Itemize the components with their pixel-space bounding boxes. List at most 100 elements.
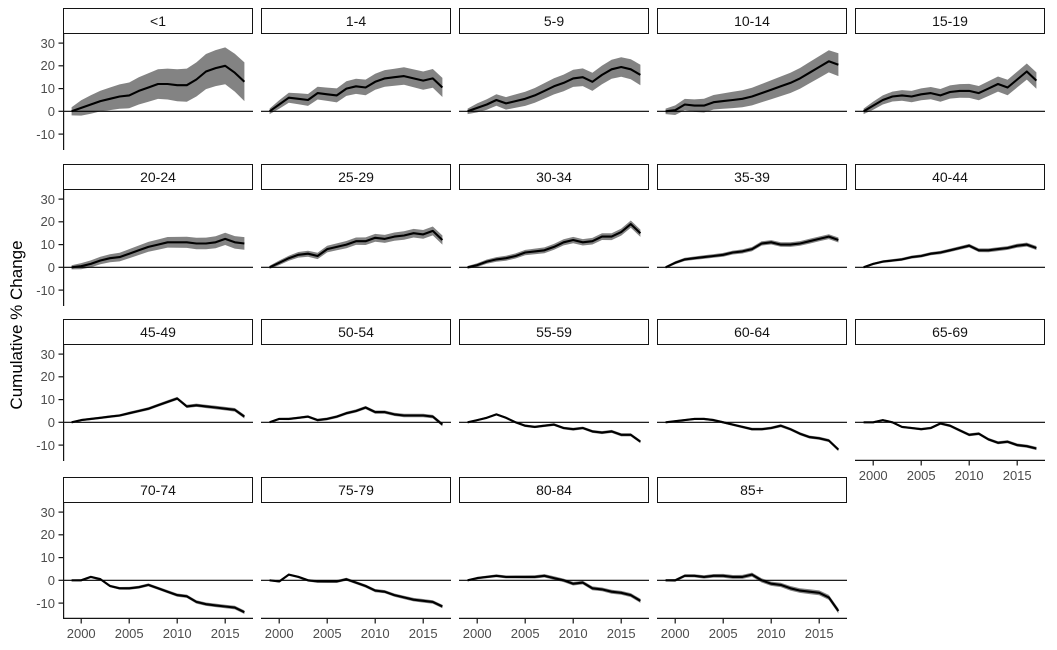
y-tick-label: 30 bbox=[40, 504, 55, 520]
y-tick-label: 10 bbox=[40, 81, 55, 97]
trend-line bbox=[71, 575, 245, 614]
facet-strip: <1 bbox=[63, 8, 253, 34]
y-tick-label: 0 bbox=[47, 572, 55, 588]
facet-cell: 80-84 2000 2005 2010 2015 bbox=[459, 477, 649, 649]
facet-plot bbox=[657, 572, 847, 624]
x-tick-label: 2005 bbox=[708, 626, 738, 641]
facet-plot bbox=[459, 413, 649, 444]
facet-cell: 10-14 bbox=[657, 8, 847, 180]
facet-plot bbox=[459, 220, 649, 269]
facet-plot bbox=[855, 242, 1045, 269]
y-tick-label: -10 bbox=[36, 126, 55, 142]
facet-cell: 75-79 2000 2005 2010 2015 bbox=[261, 477, 451, 649]
y-tick-label: 20 bbox=[40, 369, 55, 385]
confidence-ribbon bbox=[467, 220, 641, 269]
confidence-ribbon bbox=[71, 232, 245, 270]
facet-plot bbox=[459, 57, 649, 115]
y-tick-label: 10 bbox=[40, 550, 55, 566]
facet-plot bbox=[58, 190, 253, 306]
facet-cell: 5-9 bbox=[459, 8, 649, 180]
facet-strip-label: 35-39 bbox=[734, 169, 770, 185]
facet-plot bbox=[261, 573, 451, 624]
facet-cell: 40-44 bbox=[855, 164, 1045, 336]
trend-line bbox=[665, 235, 839, 269]
facet-cell: 60-64 bbox=[657, 319, 847, 491]
trend-line bbox=[863, 419, 1037, 450]
facet-strip-label: 20-24 bbox=[140, 169, 176, 185]
x-tick-label: 2005 bbox=[906, 468, 936, 483]
facet-cell: 15-19 bbox=[855, 8, 1045, 180]
x-tick-label: 2005 bbox=[114, 626, 144, 641]
facet-strip: 30-34 bbox=[459, 164, 649, 190]
facet-strip: 25-29 bbox=[261, 164, 451, 190]
facet-strip-label: <1 bbox=[150, 13, 166, 29]
facet-cell: 70-74 30 20 10 0 -10 2000 2005 2010 2015 bbox=[36, 477, 253, 649]
facet-strip-label: 1-4 bbox=[345, 13, 367, 29]
facet-strip-label: 85+ bbox=[740, 482, 764, 498]
x-tick-label: 2005 bbox=[510, 626, 540, 641]
y-tick-label: 30 bbox=[40, 191, 55, 207]
facet-strip: 85+ bbox=[657, 477, 847, 503]
facet-strip-label: 30-34 bbox=[536, 169, 572, 185]
facet-strip-label: 60-64 bbox=[734, 324, 770, 340]
facet-strip: 10-14 bbox=[657, 8, 847, 34]
trend-line bbox=[71, 64, 246, 113]
trend-line bbox=[269, 573, 443, 608]
facet-strip-label: 65-69 bbox=[932, 324, 968, 340]
facet-strip-label: 55-59 bbox=[536, 324, 572, 340]
y-tick-label: 30 bbox=[40, 35, 55, 51]
facet-plot bbox=[657, 234, 847, 269]
x-tick-label: 2000 bbox=[66, 626, 96, 641]
x-tick-label: 2015 bbox=[804, 626, 834, 641]
facet-cell: 85+ 2000 2005 2010 2015 bbox=[657, 477, 847, 649]
trend-line bbox=[269, 229, 444, 269]
facet-strip-label: 25-29 bbox=[338, 169, 374, 185]
facet-strip: 5-9 bbox=[459, 8, 649, 34]
confidence-ribbon bbox=[863, 63, 1037, 115]
x-tick-label: 2000 bbox=[462, 626, 492, 641]
facet-strip-label: 5-9 bbox=[543, 13, 565, 29]
confidence-ribbon bbox=[71, 575, 245, 614]
x-tick-label: 2000 bbox=[264, 626, 294, 641]
facet-strip: 75-79 bbox=[261, 477, 451, 503]
facet-cell: <1 30 20 10 0 -10 bbox=[36, 8, 253, 180]
facet-plot bbox=[855, 63, 1045, 115]
trend-line bbox=[467, 574, 641, 602]
facet-strip: 15-19 bbox=[855, 8, 1045, 34]
confidence-ribbon bbox=[71, 47, 245, 116]
facet-strip-label: 50-54 bbox=[338, 324, 374, 340]
trend-line bbox=[665, 60, 839, 113]
x-tick-label: 2010 bbox=[756, 626, 786, 641]
x-tick-label: 2010 bbox=[162, 626, 192, 641]
facet-strip: 55-59 bbox=[459, 319, 649, 345]
x-tick-label: 2000 bbox=[858, 468, 888, 483]
x-tick-label: 2015 bbox=[606, 626, 636, 641]
facet-strip: 35-39 bbox=[657, 164, 847, 190]
facet-cell: 65-69 2000 2005 2010 2015 bbox=[855, 319, 1045, 491]
facet-cell: 50-54 bbox=[261, 319, 451, 491]
facet-plot bbox=[261, 226, 451, 269]
trend-line bbox=[863, 70, 1038, 113]
facet-cell: 35-39 bbox=[657, 164, 847, 336]
y-tick-label: -10 bbox=[36, 437, 55, 453]
facet-cell: 1-4 bbox=[261, 8, 451, 180]
facet-strip: 65-69 bbox=[855, 319, 1045, 345]
facet-strip: 40-44 bbox=[855, 164, 1045, 190]
trend-line bbox=[467, 65, 641, 113]
facet-plot bbox=[58, 34, 253, 150]
x-tick-label: 2010 bbox=[558, 626, 588, 641]
y-tick-label: 0 bbox=[47, 414, 55, 430]
facet-strip: 1-4 bbox=[261, 8, 451, 34]
y-tick-label: 0 bbox=[47, 103, 55, 119]
x-tick-label: 2005 bbox=[312, 626, 342, 641]
trend-line bbox=[665, 573, 840, 612]
facet-strip-label: 40-44 bbox=[932, 169, 968, 185]
facet-plot bbox=[58, 345, 253, 461]
facet-strip-label: 70-74 bbox=[140, 482, 176, 498]
trend-line bbox=[71, 237, 245, 269]
facet-plot bbox=[261, 67, 451, 115]
trend-line bbox=[269, 406, 444, 426]
facet-strip-label: 45-49 bbox=[140, 324, 176, 340]
confidence-ribbon bbox=[863, 419, 1037, 451]
x-tick-label: 2010 bbox=[954, 468, 984, 483]
